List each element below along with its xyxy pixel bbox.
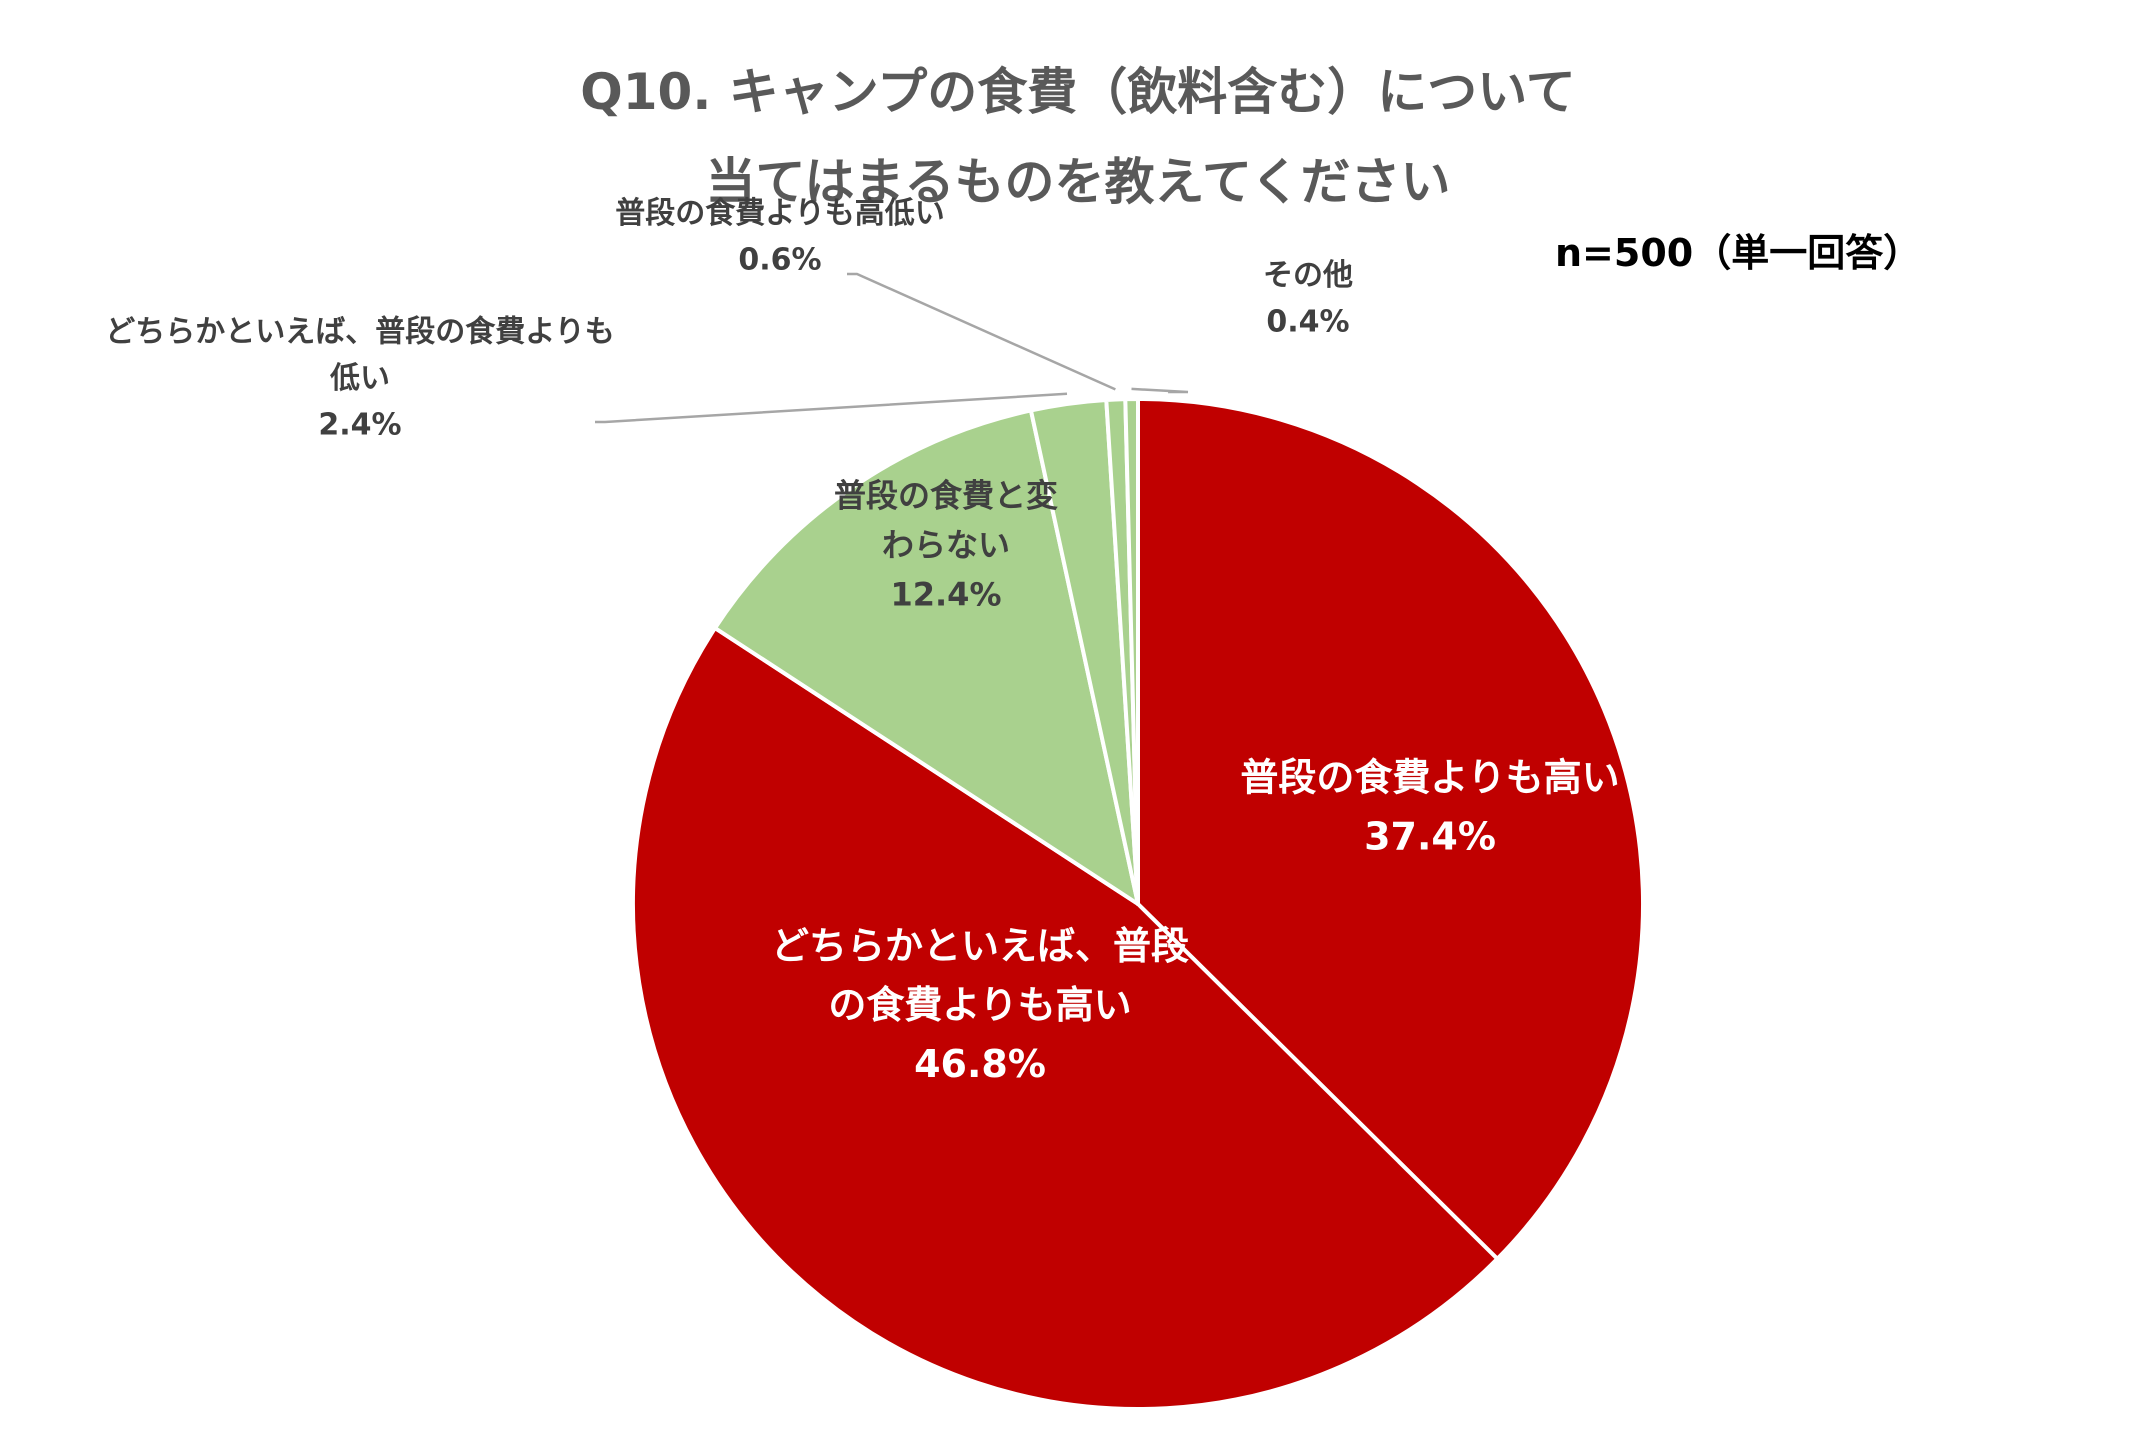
slice-value-label: 12.4% [890, 576, 1001, 614]
slice-value-label: 0.6% [738, 242, 821, 277]
slice-value-label: 2.4% [318, 408, 401, 443]
slice-category-label: 低い [329, 361, 390, 396]
slice-category-label: その他 [1263, 258, 1353, 293]
slice-label-4: どちらかといえば、普段の食費よりも低い 2.4% [105, 315, 614, 443]
pie-slice-2 [631, 626, 1500, 1411]
chart-title-line-1: Q10. キャンプの食費（飲料含む）について [580, 63, 1576, 121]
slice-value-label: 37.4% [1364, 814, 1496, 858]
slice-category-label: 普段の食費よりも高低い [615, 196, 944, 231]
slice-label-5: 普段の食費よりも高低い 0.6% [615, 196, 944, 277]
sample-size-note: n=500（単一回答） [1555, 231, 1922, 275]
slice-value-label: 0.4% [1266, 304, 1349, 339]
pie-slice-6 [1123, 397, 1140, 906]
leader-line-4 [595, 392, 1068, 424]
chart-title-line-2: 当てはまるものを教えてください [705, 153, 1451, 211]
slice-category-label: どちらかといえば、普段の食費よりも [105, 315, 614, 350]
pie-slice-1 [1136, 397, 1645, 1261]
leader-line-6 [1131, 387, 1189, 394]
slice-label-1: 普段の食費よりも高い 37.4% [1240, 756, 1619, 859]
slice-label-3: 普段の食費と変わらない 12.4% [834, 476, 1058, 613]
pie-slice-3 [713, 408, 1140, 906]
slice-category-label: の食費よりも高い [828, 983, 1131, 1027]
slice-label-2: どちらかといえば、普段の食費よりも高い 46.8% [771, 924, 1189, 1086]
slice-label-6: その他 0.4% [1263, 258, 1353, 340]
slice-category-label: 普段の食費よりも高い [1240, 756, 1619, 800]
slice-category-label: わらない [882, 526, 1010, 564]
slice-category-label: どちらかといえば、普段 [771, 924, 1189, 968]
slice-category-label: 普段の食費と変 [834, 476, 1058, 514]
leader-line-5 [847, 272, 1116, 391]
slice-value-label: 46.8% [914, 1042, 1046, 1086]
